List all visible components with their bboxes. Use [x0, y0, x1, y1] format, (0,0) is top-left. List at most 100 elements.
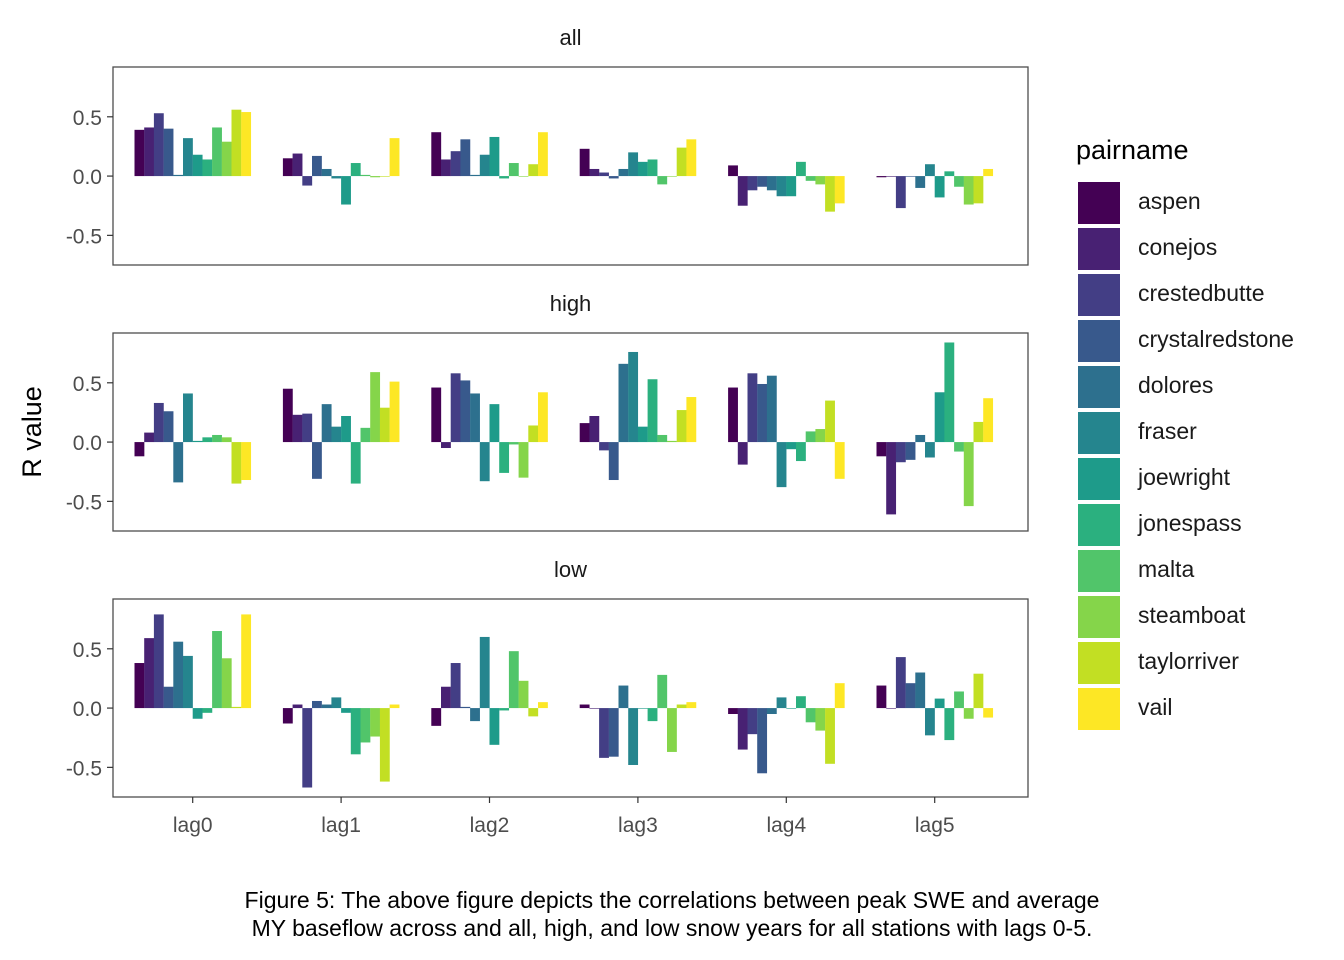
bar-high-lag5-dolores: [915, 434, 926, 443]
bar-all-lag5-vail: [983, 168, 994, 177]
bar-high-lag0-conejos: [144, 432, 155, 443]
legend-swatch-crystalredstone: [1078, 320, 1120, 362]
bar-low-lag1-crystalredstone: [312, 700, 322, 709]
bar-all-lag5-taylorriver: [973, 176, 984, 204]
bar-all-lag2-steamboat: [518, 176, 529, 177]
bar-high-lag1-crystalredstone: [312, 442, 322, 479]
bar-high-lag0-steamboat: [221, 437, 232, 443]
legend-item-malta: malta: [1076, 546, 1336, 592]
legend-label-vail: vail: [1138, 694, 1173, 720]
legend-item-taylorriver: taylorriver: [1076, 638, 1336, 684]
bar-low-lag0-steamboat: [221, 658, 232, 709]
y-tick-label-low-1: 0.0: [73, 698, 102, 721]
bar-low-lag1-conejos: [292, 704, 303, 709]
bar-all-lag1-taylorriver: [379, 176, 390, 177]
legend: pairname aspen conejos crestedbutte crystal…: [1076, 130, 1336, 730]
bar-low-lag5-malta: [954, 691, 964, 709]
bar-low-lag2-fraser: [479, 636, 490, 709]
bar-high-lag0-dolores: [173, 442, 184, 483]
bar-all-lag2-fraser: [479, 154, 490, 177]
bar-high-lag0-fraser: [183, 393, 193, 443]
bar-low-lag3-taylorriver: [676, 704, 687, 709]
bar-all-lag3-dolores: [618, 168, 629, 177]
bar-high-lag3-crystalredstone: [608, 442, 619, 481]
legend-swatch-jonespass: [1078, 504, 1120, 546]
bar-all-lag0-aspen: [134, 129, 145, 177]
bar-low-lag2-malta: [508, 651, 519, 709]
legend-label-aspen: aspen: [1138, 188, 1201, 214]
bar-high-lag3-conejos: [589, 415, 600, 443]
legend-swatch-vail: [1078, 688, 1120, 730]
bar-high-lag2-taylorriver: [528, 425, 539, 443]
bar-high-lag2-steamboat: [518, 442, 529, 478]
legend-item-aspen: aspen: [1076, 178, 1336, 224]
bar-high-lag3-crestedbutte: [599, 442, 609, 451]
bar-all-lag3-taylorriver: [676, 147, 687, 177]
bar-low-lag2-aspen: [431, 708, 442, 726]
legend-swatch-dolores: [1078, 366, 1120, 408]
bar-low-lag2-steamboat: [518, 680, 529, 709]
legend-label-taylorriver: taylorriver: [1138, 648, 1239, 674]
caption-line-2: MY baseflow across and all, high, and lo…: [251, 915, 1093, 941]
bar-all-lag0-taylorriver: [231, 109, 242, 177]
bar-all-lag2-jonespass: [499, 176, 510, 179]
bar-low-lag5-crystalredstone: [905, 683, 916, 709]
bar-all-lag2-crestedbutte: [450, 151, 461, 177]
bar-all-lag2-taylorriver: [528, 164, 539, 177]
bar-low-lag1-crestedbutte: [302, 708, 313, 788]
x-tick-label-lag0: lag0: [173, 814, 213, 837]
bar-all-lag5-crystalredstone: [905, 176, 916, 177]
bar-low-lag5-fraser: [925, 708, 935, 736]
bar-high-lag4-jonespass: [796, 442, 806, 462]
bar-low-lag1-dolores: [321, 704, 332, 709]
legend-label-joewright: joewright: [1138, 464, 1231, 490]
bar-high-lag0-joewright: [192, 440, 203, 443]
bar-high-lag1-vail: [389, 381, 400, 443]
bar-all-lag4-taylorriver: [825, 176, 835, 212]
bar-high-lag2-conejos: [441, 442, 451, 449]
bar-all-lag5-jonespass: [944, 171, 955, 177]
bar-low-lag1-steamboat: [370, 708, 381, 737]
bar-all-lag1-jonespass: [350, 163, 361, 177]
bar-low-lag3-crestedbutte: [599, 708, 609, 758]
bar-high-lag2-malta: [508, 442, 519, 445]
bar-all-lag0-crystalredstone: [163, 128, 174, 177]
legend-label-crystalredstone: crystalredstone: [1138, 326, 1294, 352]
panel-border-high: [112, 332, 1029, 532]
bar-low-lag2-taylorriver: [528, 708, 539, 717]
y-axis-title: R value: [17, 386, 47, 478]
bar-all-lag5-dolores: [915, 176, 926, 188]
bar-all-lag0-crestedbutte: [153, 113, 164, 177]
bar-all-lag1-steamboat: [370, 176, 381, 178]
y-tick-label-all-1: 0.0: [73, 166, 102, 189]
bar-low-lag5-conejos: [886, 708, 897, 709]
bar-low-lag2-joewright: [489, 708, 500, 745]
bar-high-lag4-crystalredstone: [757, 383, 768, 443]
bar-high-lag0-vail: [241, 442, 252, 481]
bar-high-lag5-fraser: [925, 442, 935, 458]
bar-all-lag5-joewright: [934, 176, 945, 198]
legend-item-vail: vail: [1076, 684, 1336, 730]
legend-item-joewright: joewright: [1076, 454, 1336, 500]
bar-low-lag0-conejos: [144, 638, 155, 709]
bar-all-lag5-conejos: [886, 176, 897, 177]
bar-high-lag3-fraser: [628, 351, 639, 443]
bar-high-lag4-dolores: [766, 375, 777, 443]
bar-high-lag4-joewright: [786, 442, 797, 450]
legend-label-jonespass: jonespass: [1138, 510, 1242, 536]
bar-high-lag3-jonespass: [647, 379, 658, 443]
bar-all-lag2-vail: [538, 132, 548, 177]
y-tick-label-low-2: 0.5: [73, 639, 102, 662]
bar-low-lag2-jonespass: [499, 708, 510, 711]
bar-low-lag0-joewright: [192, 708, 203, 719]
bar-high-lag2-joewright: [489, 404, 500, 443]
bar-high-lag1-fraser: [331, 426, 342, 443]
legend-item-conejos: conejos: [1076, 224, 1336, 270]
bar-high-lag1-aspen: [282, 388, 293, 443]
bar-low-lag2-conejos: [441, 686, 451, 709]
bar-all-lag0-vail: [241, 112, 252, 177]
legend-item-jonespass: jonespass: [1076, 500, 1336, 546]
bar-high-lag5-crestedbutte: [895, 442, 906, 463]
bar-high-lag3-vail: [686, 397, 697, 443]
legend-items: aspen conejos crestedbutte crystalredstone d…: [1076, 178, 1336, 730]
